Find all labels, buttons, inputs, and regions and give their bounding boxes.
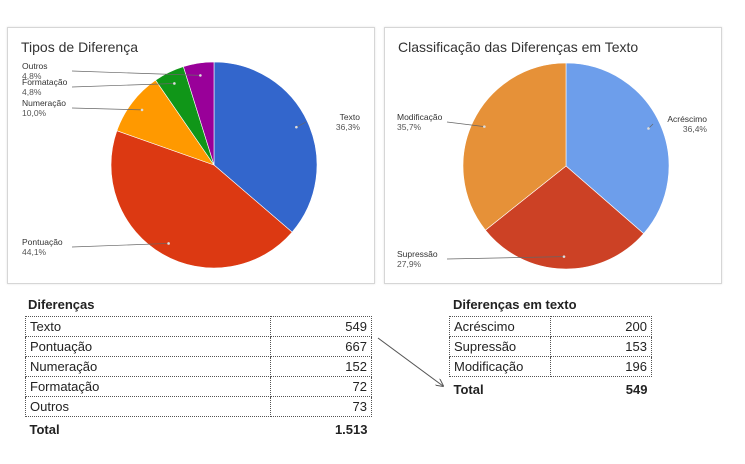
row-label: Numeração <box>25 356 271 377</box>
slice-label-acrescimo: Acréscimo <box>667 114 707 124</box>
table-row: Outros 73 <box>25 396 372 417</box>
total-label: Total <box>29 422 60 437</box>
leader-dot-texto <box>295 125 298 129</box>
total-value: 1.513 <box>334 422 368 437</box>
table-diferencas: Texto 549 Pontuação 667 Numeração 152 Fo… <box>25 316 372 439</box>
chart-title: Tipos de Diferença <box>21 39 138 55</box>
slice-label-pontuacao: Pontuação <box>22 237 63 247</box>
table-diferencas-em-texto: Acréscimo 200 Supressão 153 Modificação … <box>449 316 652 399</box>
leader-line-formatacao <box>71 83 175 88</box>
table-row: Texto 549 <box>25 316 372 337</box>
slice-label-texto: Texto <box>340 112 361 122</box>
pie-slice-modificacao <box>462 62 567 231</box>
pie-slice-pontuacao <box>110 130 293 269</box>
table-title-diferencas-em-texto: Diferenças em texto <box>453 297 577 312</box>
slice-label-modificacao: Modificação <box>397 112 443 122</box>
slice-percent-formatacao: 4,8% <box>22 87 42 97</box>
slice-percent-modificacao: 35,7% <box>397 122 422 132</box>
slice-label-supressao: Supressão <box>397 249 438 259</box>
slice-label-outros: Outros <box>22 61 48 71</box>
pie-slice-texto <box>213 61 318 233</box>
slice-percent-acrescimo: 36,4% <box>683 124 708 134</box>
leader-line-outros <box>71 70 201 76</box>
chart-title: Classificação das Diferenças em Texto <box>398 39 639 55</box>
total-value: 549 <box>625 382 648 397</box>
leader-dot-acrescimo <box>647 127 650 130</box>
row-label: Acréscimo <box>449 316 551 337</box>
row-value: 196 <box>550 356 652 377</box>
table-row: Formatação 72 <box>25 376 372 397</box>
pie-slice-supressao <box>484 165 645 270</box>
leader-line-numeracao <box>71 107 143 111</box>
leader-line-modificacao <box>446 121 485 127</box>
leader-dot-supressao <box>562 255 566 258</box>
row-label: Outros <box>25 396 271 417</box>
pie-slice-acrescimo <box>565 62 670 235</box>
row-value: 72 <box>270 376 372 397</box>
slice-percent-outros: 4,8% <box>22 71 42 81</box>
table-row: Supressão 153 <box>449 336 652 357</box>
table-title-diferencas: Diferenças <box>28 297 95 312</box>
row-label: Modificação <box>449 356 551 377</box>
table-total-row: Total 1.513 <box>26 417 372 440</box>
table-total-row: Total 549 <box>450 377 652 400</box>
slice-percent-pontuacao: 44,1% <box>22 247 47 257</box>
slice-percent-numeracao: 10,0% <box>22 108 47 118</box>
pie-slice-outros <box>183 61 215 166</box>
slice-percent-texto: 36,3% <box>336 122 361 132</box>
table-row: Numeração 152 <box>25 356 372 377</box>
leader-dot-numeracao <box>140 108 144 112</box>
row-value: 73 <box>270 396 372 417</box>
chart-tipos-de-diferenca: Tipos de Diferença Texto 36,3% Pontuação 44… <box>7 27 375 284</box>
table-row: Modificação 196 <box>449 356 652 377</box>
slice-label-formatacao: Formatação <box>22 77 68 87</box>
leader-dot-formatacao <box>173 82 176 85</box>
arrow-line <box>377 337 443 386</box>
leader-line-supressao <box>446 256 565 260</box>
total-label: Total <box>453 382 484 397</box>
slice-label-numeracao: Numeração <box>22 98 66 108</box>
slice-percent-supressao: 27,9% <box>397 259 422 269</box>
chart-classificacao-diferencas-texto: Classificação das Diferenças em Texto Ac… <box>384 27 722 284</box>
leader-line-texto <box>296 121 307 128</box>
leader-dot-outros <box>199 74 202 77</box>
leader-dot-pontuacao <box>167 242 170 245</box>
leader-dot-modificacao <box>483 125 486 128</box>
leader-line-pontuacao <box>71 243 169 248</box>
